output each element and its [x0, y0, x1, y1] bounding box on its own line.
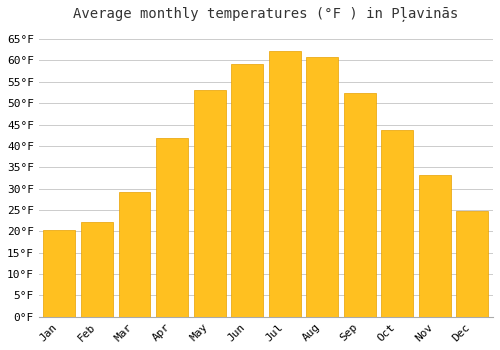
Bar — [81, 222, 113, 317]
Bar — [156, 138, 188, 317]
Bar — [231, 64, 263, 317]
Bar — [382, 130, 414, 317]
Bar — [44, 230, 76, 317]
Bar — [344, 93, 376, 317]
Bar — [118, 193, 150, 317]
Title: Average monthly temperatures (°F ) in Pļavinās: Average monthly temperatures (°F ) in Pļ… — [74, 7, 458, 22]
Bar — [419, 175, 451, 317]
Bar — [306, 57, 338, 317]
Bar — [456, 211, 488, 317]
Bar — [194, 90, 226, 317]
Bar — [268, 51, 300, 317]
